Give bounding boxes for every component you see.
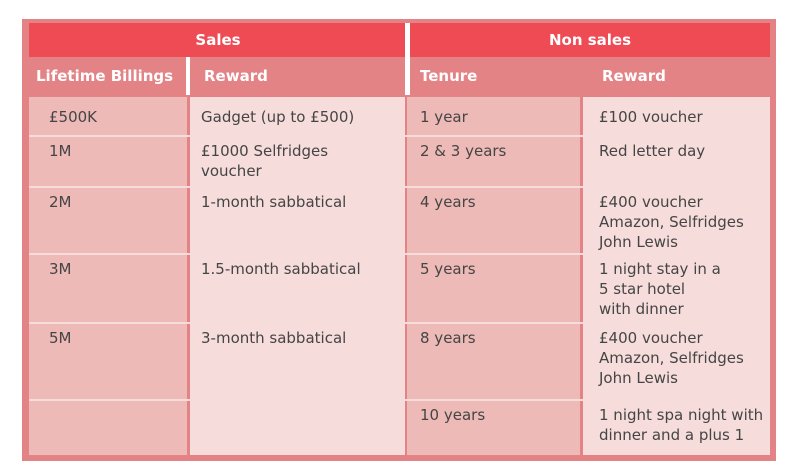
rewards-table: Sales Non sales Lifetime Billings Reward… [22,19,776,461]
non-sales-reward-cell: 1 night spa night with dinner and a plus… [583,401,770,455]
billings-cell: 2M [29,188,187,253]
sales-reward-cell [190,401,405,455]
non-sales-reward-cell: £400 voucher Amazon, Selfridges John Lew… [583,324,770,399]
sales-reward-cell: 1.5-month sabbatical [190,255,405,322]
tenure-cell: 1 year [407,97,580,135]
non-sales-reward-cell: £400 voucher Amazon, Selfridges John Lew… [583,188,770,253]
non-sales-reward-cell: Red letter day [583,137,770,186]
sales-reward-cell: 3-month sabbatical [190,324,405,399]
billings-cell: 1M [29,137,187,186]
row-divider [29,186,770,188]
sales-reward-cell: £1000 Selfridges voucher [190,137,405,186]
billings-cell: 5M [29,324,187,399]
tenure-cell: 5 years [407,255,580,322]
non-sales-group-header: Non sales [410,23,770,57]
sales-reward-column-header: Reward [204,57,404,95]
row-divider [29,399,770,401]
row-divider [29,322,770,324]
billings-cell: £500K [29,97,187,135]
tenure-cell: 4 years [407,188,580,253]
billings-cell: 3M [29,255,187,322]
header-divider-main [405,23,410,95]
non-sales-reward-column-header: Reward [602,57,770,95]
row-divider [29,135,770,137]
non-sales-reward-cell: £100 voucher [583,97,770,135]
non-sales-reward-cell: 1 night stay in a 5 star hotel with dinn… [583,255,770,322]
tenure-cell: 8 years [407,324,580,399]
row-divider [29,253,770,255]
sales-reward-cell: Gadget (up to £500) [190,97,405,135]
billings-column-header: Lifetime Billings [36,57,186,95]
sales-reward-cell: 1-month sabbatical [190,188,405,253]
header-divider-sales [186,57,190,95]
tenure-cell: 10 years [407,401,580,455]
tenure-cell: 2 & 3 years [407,137,580,186]
sales-group-header: Sales [29,23,407,57]
tenure-column-header: Tenure [420,57,580,95]
billings-cell [29,401,187,455]
